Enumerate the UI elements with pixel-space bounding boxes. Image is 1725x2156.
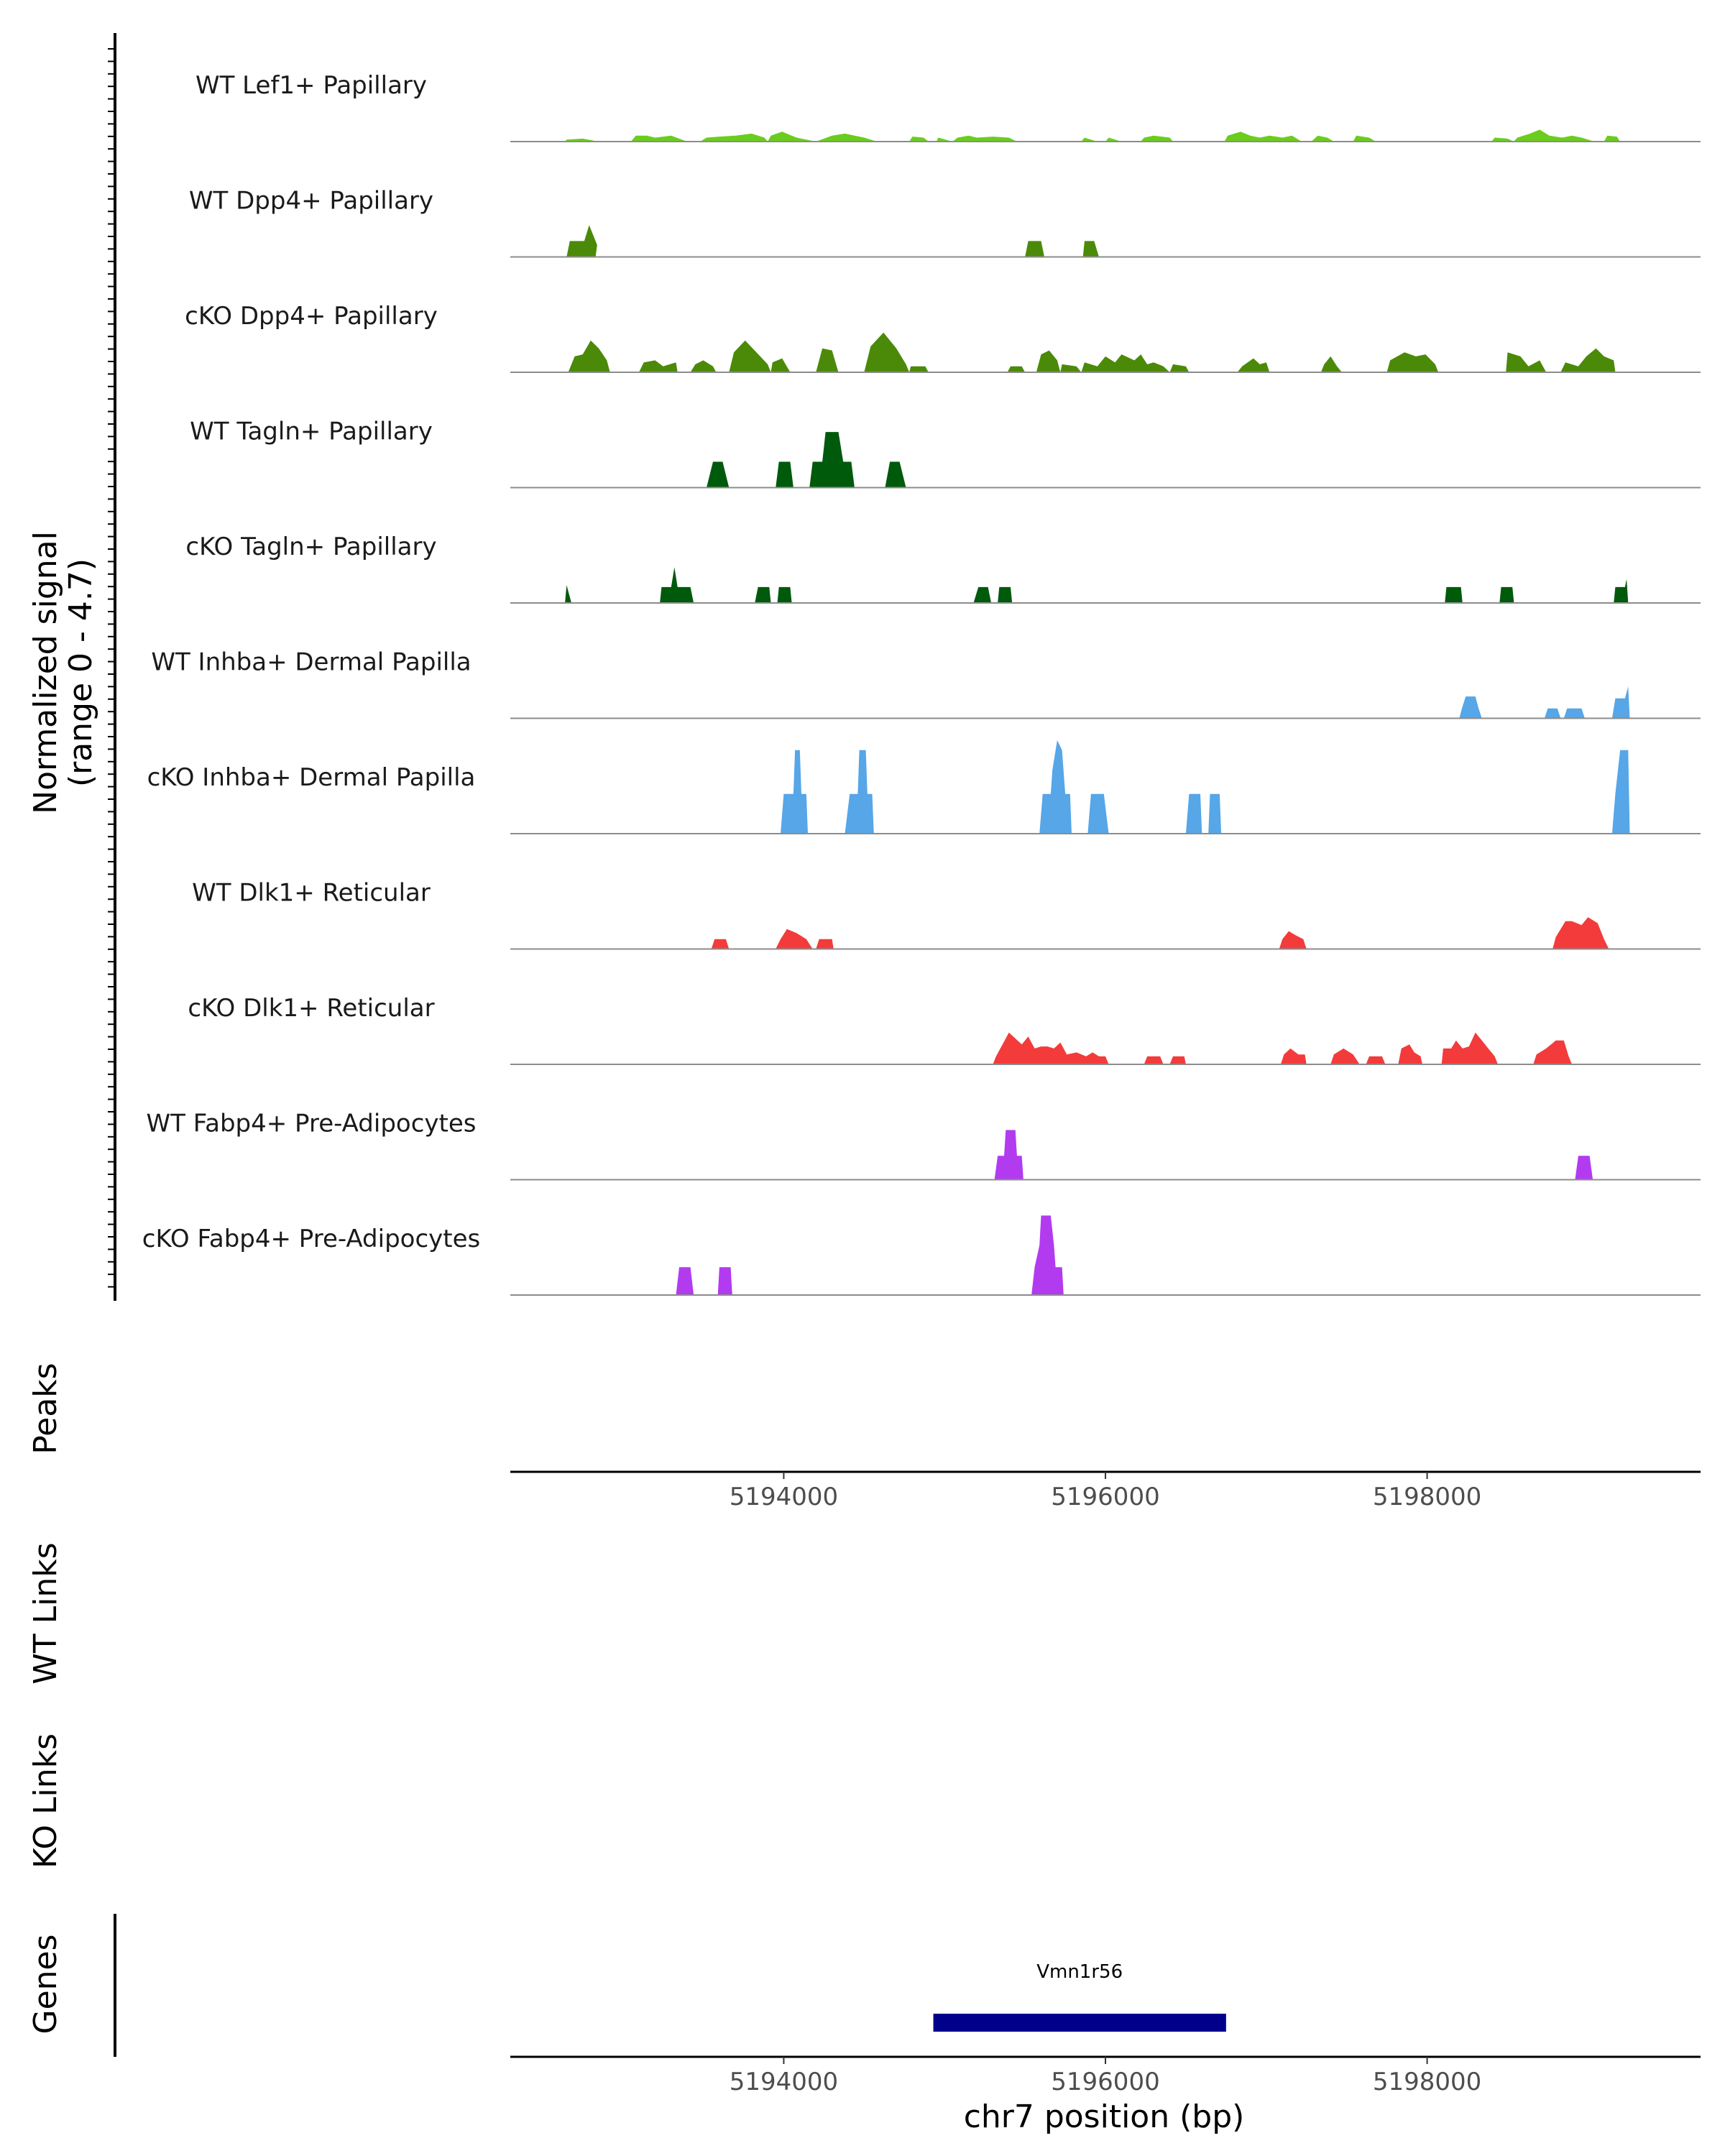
track-label: WT Dlk1+ Reticular <box>192 879 431 908</box>
x-tick-label: 5194000 <box>730 2068 838 2096</box>
signal-ylabel: Normalized signal <box>27 531 64 814</box>
genes-x-axis-ticks: 5194000 5196000 5198000 <box>730 2057 1481 2096</box>
x-tick-label: 5194000 <box>730 1483 838 1511</box>
x-tick-label: 5196000 <box>1051 1483 1159 1511</box>
genes-panel-label: Genes <box>27 1934 64 2034</box>
signal-area <box>993 1032 1572 1064</box>
x-tick-label: 5198000 <box>1373 2068 1481 2096</box>
x-tick-label: 5196000 <box>1051 2068 1159 2096</box>
track-2: WT Dpp4+ Papillary <box>189 187 1701 258</box>
track-label: cKO Tagln+ Papillary <box>185 533 436 561</box>
signal-area <box>1459 686 1630 719</box>
signal-y-axis-ticks <box>108 48 115 1288</box>
signal-ylabel-range: (range 0 - 4.7) <box>63 558 99 787</box>
track-6: WT Inhba+ Dermal Papilla <box>151 648 1701 719</box>
gene-body <box>933 2014 1226 2032</box>
track-9: cKO Dlk1+ Reticular <box>188 994 1701 1065</box>
ko-links-panel-label: KO Links <box>27 1733 64 1869</box>
track-3: cKO Dpp4+ Papillary <box>185 302 1701 373</box>
peaks-panel-label: Peaks <box>27 1363 64 1454</box>
signal-area <box>707 432 906 488</box>
signal-area <box>676 1215 1064 1295</box>
track-label: WT Tagln+ Papillary <box>190 418 433 446</box>
x-tick-label: 5198000 <box>1373 1483 1481 1511</box>
x-axis-title: chr7 position (bp) <box>964 2099 1245 2135</box>
track-4: WT Tagln+ Papillary <box>190 418 1701 489</box>
track-label: cKO Dpp4+ Papillary <box>185 302 438 331</box>
track-10: WT Fabp4+ Pre-Adipocytes <box>147 1110 1701 1181</box>
peaks-x-axis-ticks: 5194000 5196000 5198000 <box>730 1472 1481 1511</box>
signal-area <box>565 129 1621 142</box>
signal-area <box>994 1130 1593 1180</box>
track-5: cKO Tagln+ Papillary <box>185 533 1701 604</box>
signal-area <box>711 917 1609 949</box>
signal-area <box>565 567 1629 603</box>
signal-area <box>781 740 1630 834</box>
track-label: cKO Inhba+ Dermal Papilla <box>147 763 476 792</box>
track-11: cKO Fabp4+ Pre-Adipocytes <box>142 1215 1701 1296</box>
track-1: WT Lef1+ Papillary <box>196 71 1701 142</box>
track-label: cKO Fabp4+ Pre-Adipocytes <box>142 1225 481 1253</box>
gene-annotations: Vmn1r56 <box>933 1961 1226 2032</box>
coverage-tracks: WT Lef1+ Papillary WT Dpp4+ Papillary cKO … <box>142 71 1701 1296</box>
track-label: cKO Dlk1+ Reticular <box>188 994 434 1023</box>
track-label: WT Lef1+ Papillary <box>196 71 427 100</box>
track-label: WT Dpp4+ Papillary <box>189 187 433 216</box>
wt-links-panel-label: WT Links <box>27 1542 64 1684</box>
track-label: WT Inhba+ Dermal Papilla <box>151 648 471 677</box>
track-8: WT Dlk1+ Reticular <box>192 879 1701 950</box>
signal-area <box>568 332 1616 372</box>
track-7: cKO Inhba+ Dermal Papilla <box>147 740 1701 834</box>
gene-label: Vmn1r56 <box>1036 1961 1123 1983</box>
track-label: WT Fabp4+ Pre-Adipocytes <box>147 1110 477 1138</box>
signal-area <box>566 225 1099 257</box>
